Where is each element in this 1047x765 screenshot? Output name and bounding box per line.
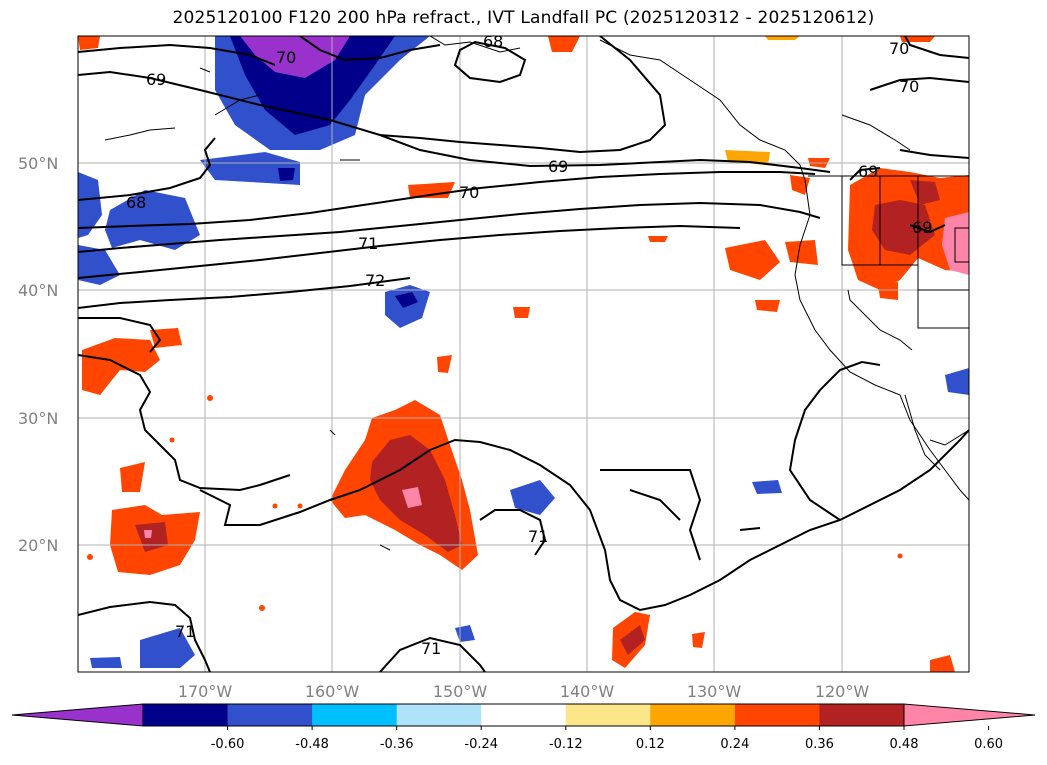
colorbar-tick-label: 0.48 <box>890 737 919 752</box>
positive-refractivity-shading <box>78 36 969 672</box>
colorbar-segment <box>143 704 229 726</box>
lon-label-140w: 140°W <box>560 682 615 701</box>
lon-label-160w: 160°W <box>305 682 360 701</box>
contour-label: 71 <box>421 639 441 658</box>
contour-label: 68 <box>483 32 503 51</box>
contour-label: 69 <box>548 157 568 176</box>
colorbar: -0.60 -0.48 -0.36 -0.24 -0.12 0.12 0.24 0.36 0.4… <box>11 703 1036 752</box>
colorbar-segment <box>312 704 398 726</box>
lon-label-120w: 120°W <box>815 682 870 701</box>
colorbar-extend-left <box>11 703 144 727</box>
colorbar-segment <box>819 704 905 726</box>
contour-label: 71 <box>358 234 378 253</box>
lon-label-170w: 170°W <box>178 682 233 701</box>
colorbar-segment <box>396 704 482 726</box>
lon-label-150w: 150°W <box>433 682 488 701</box>
contour-label: 71 <box>528 527 548 546</box>
contour-label: 68 <box>126 193 146 212</box>
lon-label-130w: 130°W <box>687 682 742 701</box>
colorbar-frame <box>142 703 905 727</box>
contour-label: 69 <box>912 218 932 237</box>
colorbar-tick-label: -0.12 <box>549 737 583 752</box>
map-frame <box>77 35 970 673</box>
latitude-labels: 50°N 40°N 30°N 20°N <box>18 154 58 555</box>
map-area: 70 68 69 70 70 69 70 68 71 72 69 69 71 7… <box>78 32 969 672</box>
colorbar-tick-label: 0.24 <box>720 737 749 752</box>
lat-label-50n: 50°N <box>18 154 58 173</box>
contour-label: 69 <box>146 70 166 89</box>
contour-label: 70 <box>276 48 296 67</box>
longitude-labels: 170°W 160°W 150°W 140°W 130°W 120°W <box>178 682 870 701</box>
lat-label-30n: 30°N <box>18 409 58 428</box>
colorbar-tick-label: -0.36 <box>380 737 414 752</box>
colorbar-tick-label: 0.12 <box>636 737 665 752</box>
colorbar-segment <box>227 704 313 726</box>
colorbar-segment <box>481 704 567 726</box>
contour-label: 70 <box>889 39 909 58</box>
contour-label: 69 <box>858 162 878 181</box>
colorbar-segment <box>734 704 820 726</box>
colorbar-tick-label: 0.36 <box>805 737 834 752</box>
lat-label-40n: 40°N <box>18 281 58 300</box>
colorbar-segment <box>650 704 736 726</box>
contour-label: 71 <box>175 622 195 641</box>
height-contours <box>78 36 969 672</box>
colorbar-tick-label: -0.48 <box>295 737 329 752</box>
contour-label: 70 <box>459 183 479 202</box>
colorbar-tick-label: 0.60 <box>974 737 1003 752</box>
contour-labels: 70 68 69 70 70 69 70 68 71 72 69 69 71 7… <box>126 32 932 658</box>
colorbar-extend-right <box>903 703 1036 727</box>
colorbar-segment <box>565 704 651 726</box>
map-title: 2025120100 F120 200 hPa refract., IVT La… <box>172 8 875 28</box>
lat-label-20n: 20°N <box>18 536 58 555</box>
colorbar-tick-label: -0.60 <box>211 737 245 752</box>
coastlines <box>104 36 969 551</box>
contour-label: 72 <box>365 271 385 290</box>
contour-label: 70 <box>899 77 919 96</box>
colorbar-tick-label: -0.24 <box>464 737 498 752</box>
